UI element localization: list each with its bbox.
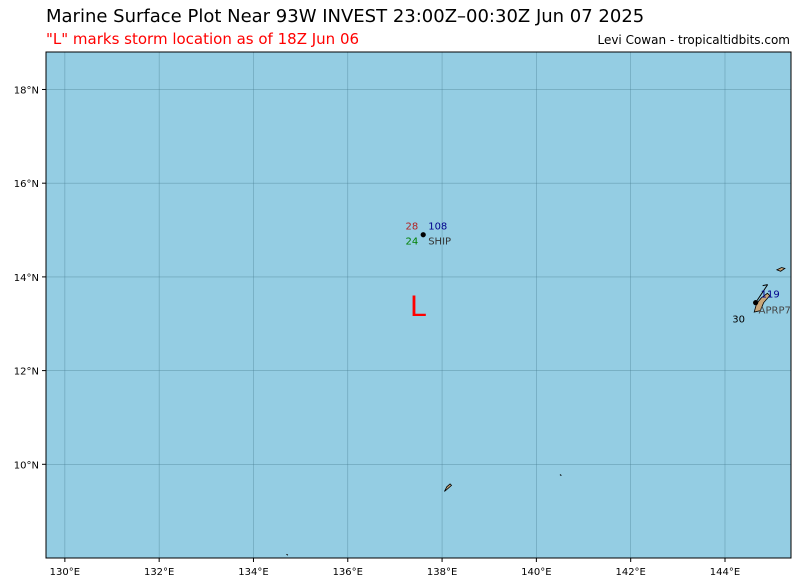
station-id: APRP7 xyxy=(759,306,791,317)
station-aprp7: 30 119 APRP7 xyxy=(732,284,791,326)
axis-ticks xyxy=(42,88,726,562)
axis-tick-labels: 130°E 132°E 134°E 136°E 138°E 140°E 142°E 144°E… xyxy=(14,85,740,578)
storm-location-marker: L xyxy=(410,290,427,323)
tick-label-lon: 132°E xyxy=(144,567,174,578)
islands xyxy=(286,267,786,556)
tick-label-lat: 14°N xyxy=(14,273,39,284)
station-dewpoint: 24 xyxy=(405,237,418,248)
island-small xyxy=(286,553,289,556)
tick-label-lon: 134°E xyxy=(238,567,268,578)
page-subtitle: "L" marks storm location as of 18Z Jun 0… xyxy=(46,30,360,48)
station-temp: 28 xyxy=(405,222,418,233)
tick-label-lat: 18°N xyxy=(14,85,39,96)
island-small xyxy=(559,474,562,476)
station-observations: 28 24 108 SHIP 30 119 APRP7 xyxy=(405,222,790,326)
ocean-area xyxy=(46,52,791,558)
station-pressure: 108 xyxy=(428,222,447,233)
island-rota xyxy=(775,267,786,272)
tick-label-lon: 140°E xyxy=(521,567,551,578)
map-frame xyxy=(45,51,792,559)
tick-label-lat: 16°N xyxy=(14,179,39,190)
wind-barb-flag xyxy=(762,284,768,287)
page-title: Marine Surface Plot Near 93W INVEST 23:0… xyxy=(46,6,645,27)
tick-label-lon: 144°E xyxy=(710,567,740,578)
wind-barb xyxy=(755,284,769,303)
tick-label-lon: 142°E xyxy=(615,567,645,578)
tick-label-lat: 12°N xyxy=(14,367,39,378)
station-pressure: 119 xyxy=(761,290,780,301)
station-dot xyxy=(420,232,426,238)
credit-label: Levi Cowan - tropicaltidbits.com xyxy=(597,33,790,47)
tick-label-lon: 136°E xyxy=(333,567,363,578)
tick-label-lon: 130°E xyxy=(50,567,80,578)
station-temp: 30 xyxy=(732,315,745,326)
island-yap xyxy=(444,483,453,492)
gridlines xyxy=(46,52,791,558)
tick-label-lat: 10°N xyxy=(14,460,39,471)
station-id: SHIP xyxy=(428,237,451,248)
station-ship: 28 24 108 SHIP xyxy=(405,222,451,248)
tick-label-lon: 138°E xyxy=(427,567,457,578)
